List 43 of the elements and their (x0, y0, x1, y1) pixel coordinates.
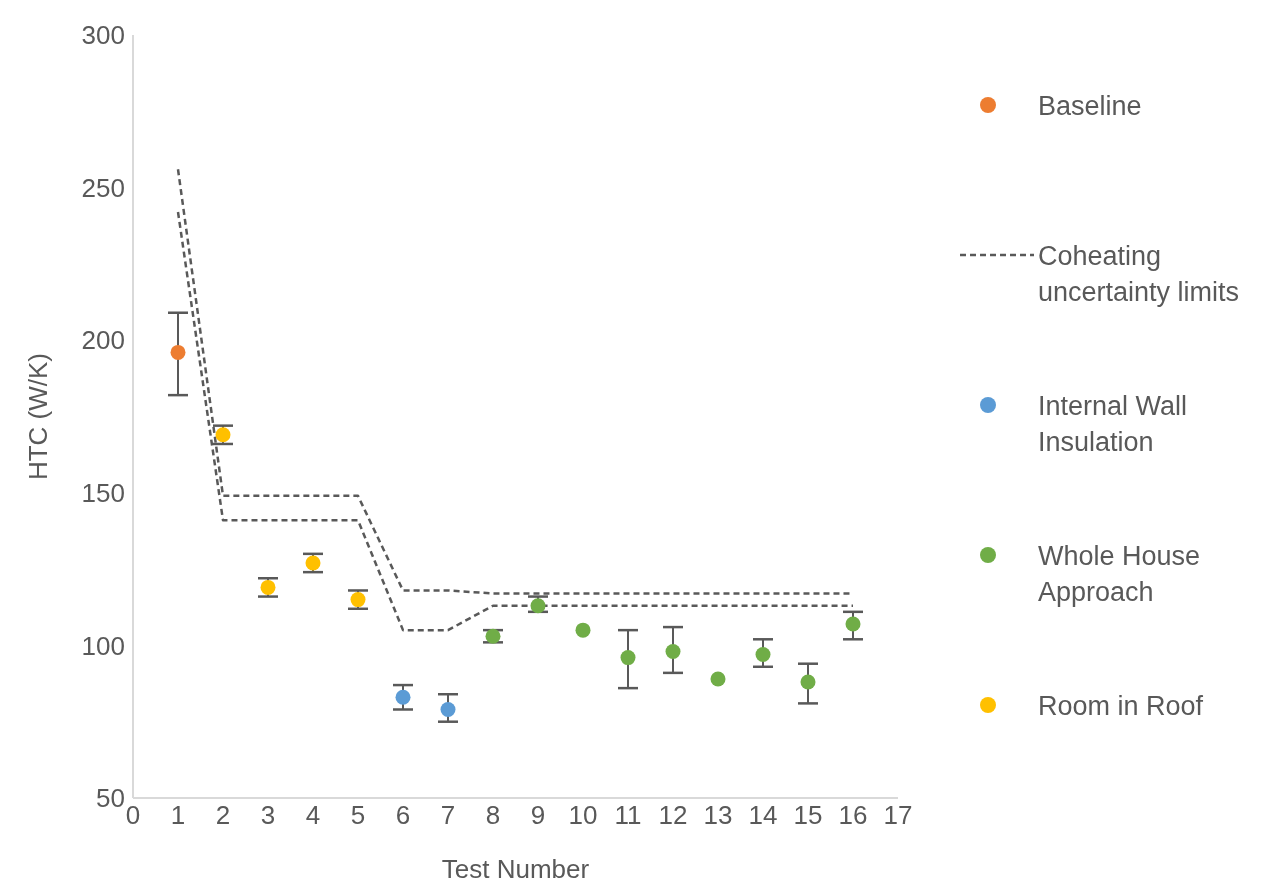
y-tick-label: 100 (81, 630, 125, 661)
x-tick-label: 2 (215, 800, 231, 831)
y-tick-label: 150 (81, 478, 125, 509)
legend-label: Baseline (1038, 90, 1142, 123)
point (755, 647, 771, 663)
x-tick-label: 1 (170, 800, 186, 831)
x-tick-label: 8 (485, 800, 501, 831)
x-axis-title: Test Number (441, 854, 590, 884)
x-tick-label: 12 (658, 800, 688, 831)
legend-label: Internal Wall Insulation (1038, 390, 1189, 459)
y-tick-label: 250 (81, 172, 125, 203)
legend-label: Room in Roof (1038, 690, 1204, 723)
point (440, 701, 456, 717)
y-tick-label: 200 (81, 325, 125, 356)
x-tick-label: 11 (614, 800, 642, 831)
x-tick-label: 13 (703, 800, 733, 831)
legend-label: Whole House Approach (1038, 540, 1202, 609)
x-tick-label: 3 (260, 800, 276, 831)
x-tick-label: 9 (530, 800, 546, 831)
point (485, 628, 501, 644)
y-tick-label: 50 (96, 783, 125, 814)
x-tick-label: 5 (350, 800, 366, 831)
x-tick-label: 6 (395, 800, 411, 831)
x-tick-label: 17 (883, 800, 913, 831)
point (665, 644, 681, 659)
point (620, 650, 636, 666)
point (530, 598, 546, 614)
x-tick-label: 16 (838, 800, 868, 831)
point (395, 689, 411, 705)
point (575, 622, 591, 638)
x-tick-label: 4 (305, 800, 321, 831)
x-tick-label: 0 (125, 800, 141, 831)
x-tick-label: 14 (748, 800, 778, 831)
y-axis-title: HTC (W/K) (23, 352, 54, 481)
point (710, 671, 726, 687)
x-tick-label: 7 (440, 800, 456, 831)
point (845, 616, 861, 632)
y-tick-label: 300 (81, 20, 125, 51)
point (800, 674, 816, 690)
x-tick-label: 15 (793, 800, 823, 831)
x-tick-label: 10 (568, 800, 598, 831)
point (170, 344, 186, 360)
legend-label: Coheating uncertainty limits (1038, 240, 1241, 309)
